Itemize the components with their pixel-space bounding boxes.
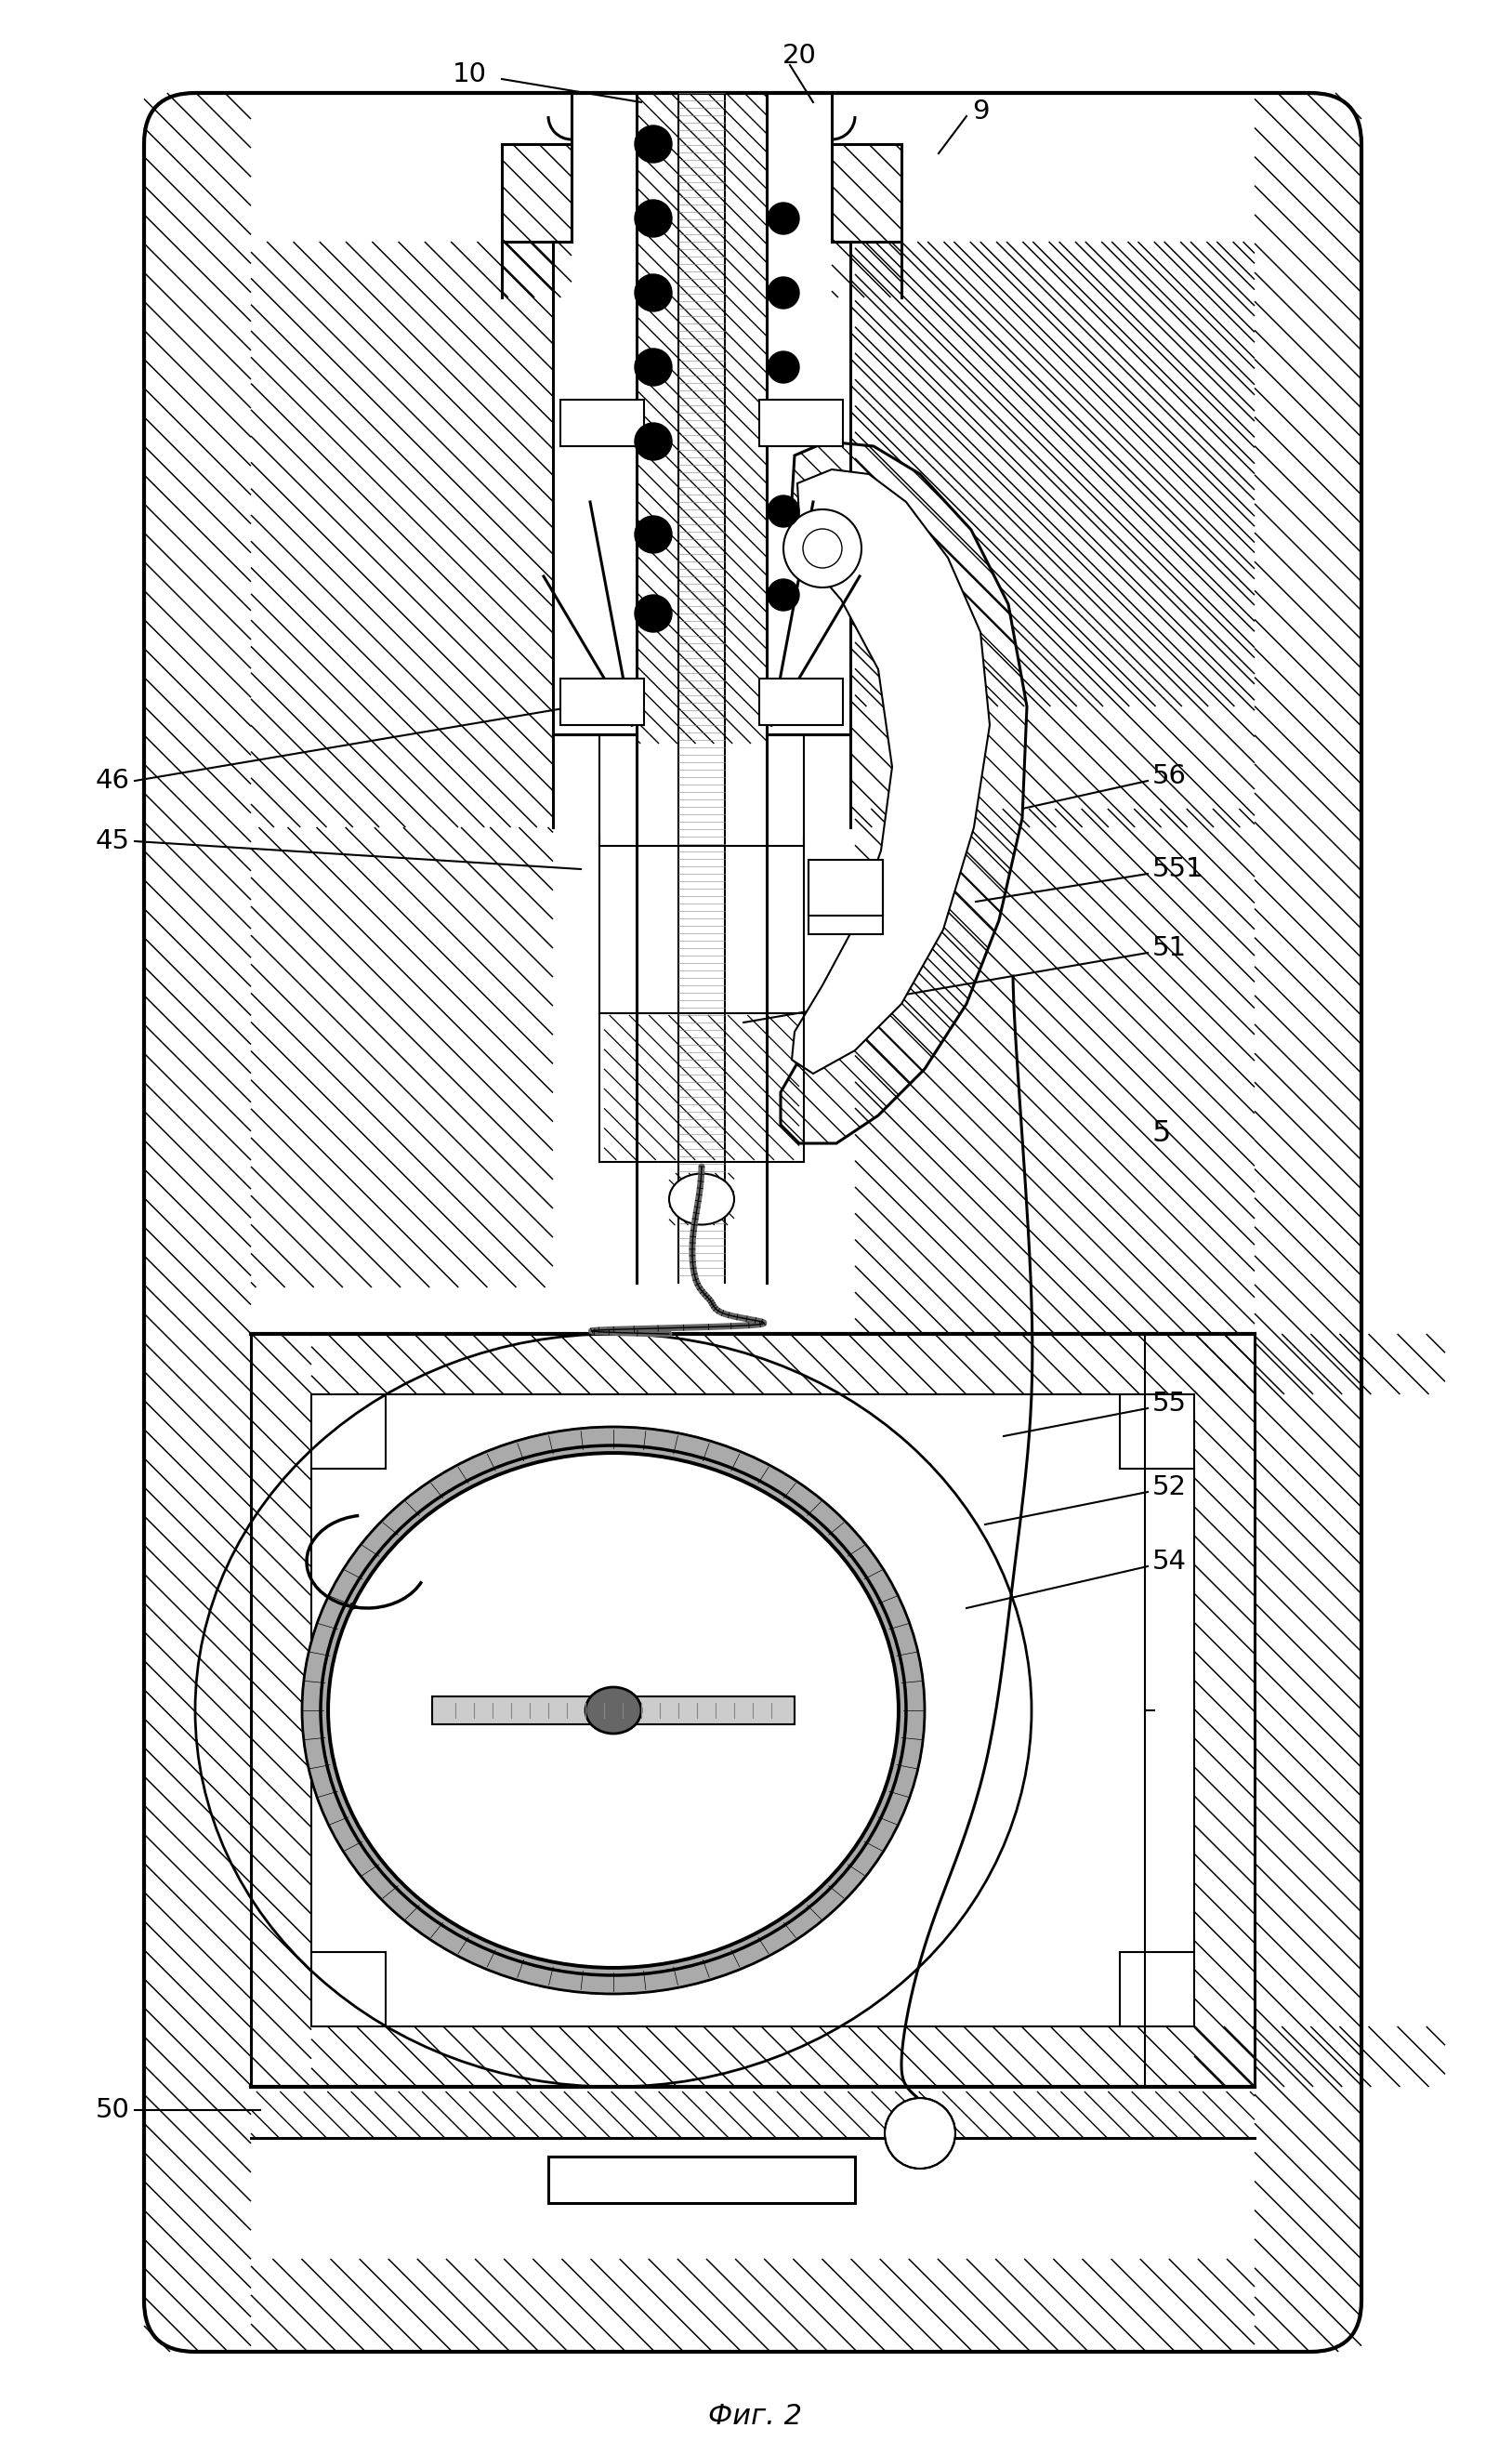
Circle shape <box>768 496 800 528</box>
Circle shape <box>768 277 800 309</box>
Circle shape <box>635 594 671 633</box>
Circle shape <box>768 579 800 611</box>
Circle shape <box>768 351 800 383</box>
Bar <box>809 859 883 935</box>
Circle shape <box>635 348 671 385</box>
Bar <box>759 400 842 447</box>
Bar <box>759 680 842 724</box>
Text: 20: 20 <box>782 42 816 69</box>
Circle shape <box>885 2098 956 2169</box>
Bar <box>561 400 644 447</box>
Text: Фиг. 2: Фиг. 2 <box>709 2402 803 2429</box>
Text: 52: 52 <box>1152 1475 1187 1499</box>
Text: 551: 551 <box>1152 856 1204 881</box>
Text: 45: 45 <box>95 829 130 854</box>
Circle shape <box>635 422 671 461</box>
Text: 46: 46 <box>95 768 130 793</box>
Ellipse shape <box>328 1453 900 1968</box>
Ellipse shape <box>670 1173 735 1225</box>
Text: 10: 10 <box>452 61 487 88</box>
Polygon shape <box>780 442 1027 1144</box>
Text: 5: 5 <box>1152 1119 1172 1148</box>
Circle shape <box>803 530 842 567</box>
Bar <box>432 1696 795 1725</box>
FancyBboxPatch shape <box>144 93 1361 2351</box>
Text: 56: 56 <box>1152 763 1187 790</box>
Ellipse shape <box>330 1453 898 1968</box>
Polygon shape <box>792 469 990 1075</box>
Circle shape <box>635 275 671 312</box>
Text: 51: 51 <box>1152 935 1187 962</box>
Bar <box>561 680 644 724</box>
Bar <box>549 2157 854 2204</box>
Text: 55: 55 <box>1152 1391 1187 1416</box>
Circle shape <box>635 515 671 552</box>
Circle shape <box>768 204 800 233</box>
Text: 50: 50 <box>95 2098 130 2123</box>
Ellipse shape <box>302 1426 925 1993</box>
Circle shape <box>635 125 671 162</box>
Ellipse shape <box>585 1688 641 1733</box>
Text: 9: 9 <box>972 98 989 125</box>
Circle shape <box>783 510 862 587</box>
Circle shape <box>635 199 671 238</box>
Text: 54: 54 <box>1152 1548 1187 1575</box>
